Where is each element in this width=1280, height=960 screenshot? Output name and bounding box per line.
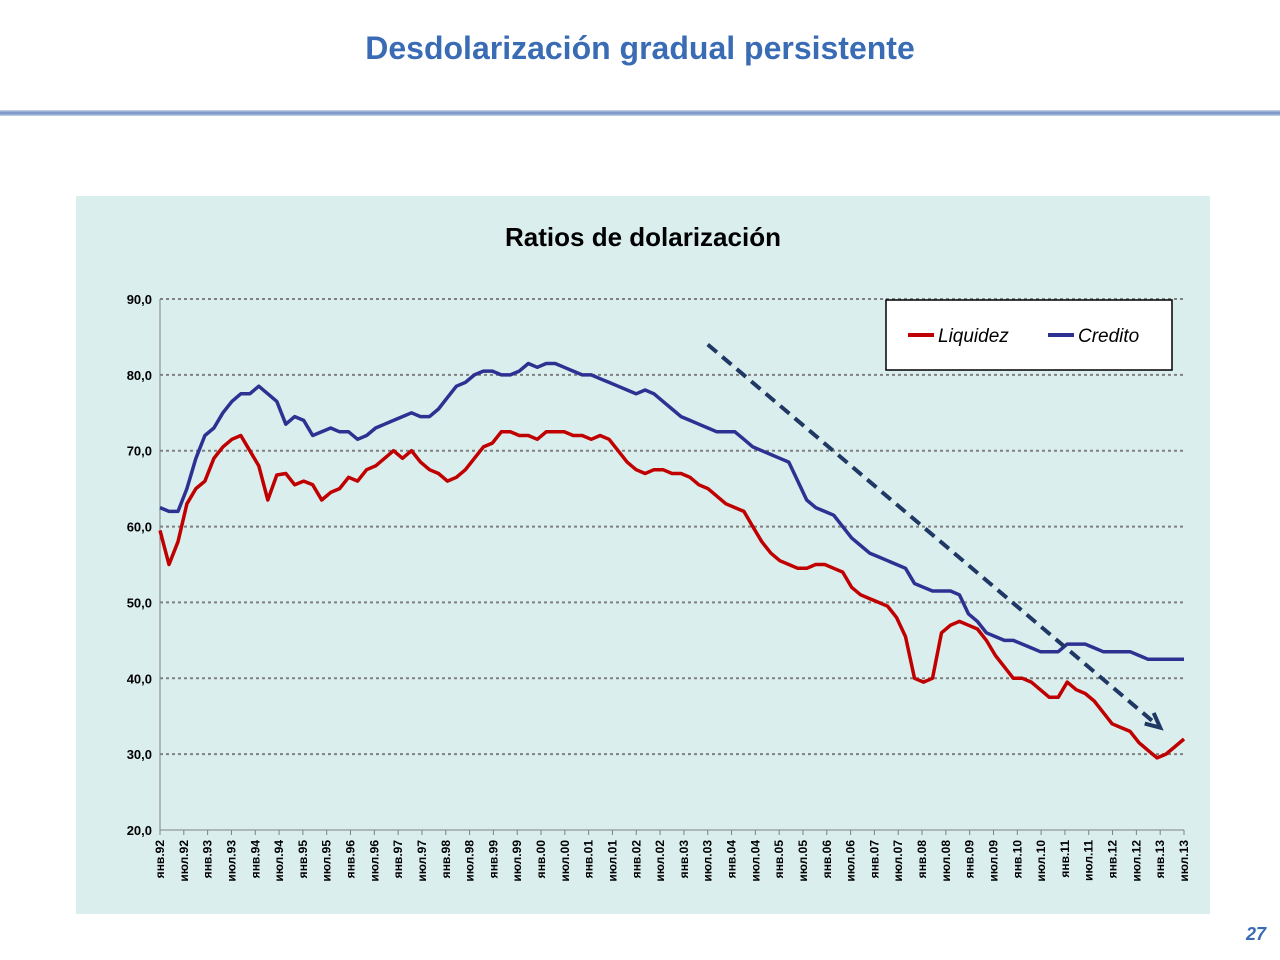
x-tick-label: янв.09 [963,840,977,879]
x-tick-label: июл.09 [986,840,1000,882]
x-tick-label: июл.08 [939,840,953,882]
trend-arrow-line [706,342,1162,730]
x-tick-label: янв.07 [867,840,881,879]
trend-arrow-head [1144,712,1164,731]
x-tick-label: июл.98 [463,840,477,882]
x-tick-label: янв.95 [296,840,310,879]
x-tick-label: янв.08 [915,840,929,879]
legend: Liquidez Credito [885,299,1173,371]
x-tick-label: янв.02 [629,840,643,879]
x-tick-label: янв.99 [486,840,500,879]
x-tick-label: июл.01 [605,840,619,882]
x-tick-label: июл.96 [367,840,381,882]
x-tick-label: янв.04 [725,840,739,879]
x-tick-label: июл.99 [510,840,524,882]
gridlines [160,298,1184,756]
x-tick-label: янв.97 [391,840,405,879]
x-tick-label: июл.12 [1129,840,1143,882]
x-tick-label: янв.01 [582,840,596,879]
x-tick-label: июл.07 [891,840,905,882]
y-tick-label: 80,0 [127,368,152,383]
series-line-credito [159,361,1184,662]
x-tick-label: июл.93 [224,840,238,882]
chart-panel: Ratios de dolarización 20,0 30,0 40,0 50,0 6… [76,196,1210,914]
x-tick-label: июл.11 [1082,840,1096,881]
x-tick-label: июл.92 [177,840,191,882]
chart-title: Ratios de dolarización [505,222,781,252]
slide-title: Desdolarización gradual persistente [365,30,915,66]
x-tick-label: янв.12 [1106,840,1120,879]
x-tick-label: июл.94 [272,840,286,882]
legend-label-liquidez: Liquidez [938,326,1009,347]
y-tick-label: 30,0 [127,747,152,762]
x-tick-label: июл.04 [748,840,762,882]
x-tick-label: янв.13 [1153,840,1167,879]
title-divider [0,110,1280,116]
x-tick-label: июл.97 [415,840,429,882]
y-tick-label: 60,0 [127,520,152,535]
y-axis: 20,0 30,0 40,0 50,0 60,0 70,0 80,0 90,0 [127,292,1184,838]
legend-label-credito: Credito [1078,326,1139,347]
x-tick-label: янв.94 [248,840,262,879]
x-tick-label: янв.05 [772,840,786,879]
x-tick-label: янв.00 [534,840,548,879]
y-tick-label: 70,0 [127,444,152,459]
y-tick-label: 20,0 [127,823,152,838]
x-tick-label: июл.03 [701,840,715,882]
x-tick-label: июл.95 [320,840,334,882]
x-tick-label: янв.06 [820,840,834,879]
line-chart: 20,0 30,0 40,0 50,0 60,0 70,0 80,0 90,0 янв.92 и… [127,292,1191,882]
series-lines [158,361,1186,760]
x-tick-label: янв.03 [677,840,691,879]
x-tick-label: янв.92 [153,840,167,879]
x-tick-label: июл.05 [796,840,810,882]
y-tick-label: 90,0 [127,292,152,307]
page-number: 27 [1245,924,1266,944]
y-tick-label: 50,0 [127,595,152,610]
series-line-liquidez [158,430,1186,760]
x-tick-label: июл.00 [558,840,572,882]
trend-arrow [706,342,1164,731]
x-tick-label: июл.06 [844,840,858,882]
x-tick-label: июл.10 [1034,840,1048,882]
x-tick-label: янв.98 [439,840,453,879]
x-tick-label: июл.02 [653,840,667,882]
x-tick-label: янв.11 [1058,840,1072,878]
x-axis: янв.92 июл.92 янв.93 июл.93 янв.94 июл.94 янв.… [153,830,1191,882]
x-tick-label: янв.96 [344,840,358,879]
y-tick-label: 40,0 [127,671,152,686]
x-tick-label: июл.13 [1177,840,1191,882]
x-tick-label: янв.93 [201,840,215,879]
x-tick-label: янв.10 [1010,840,1024,879]
